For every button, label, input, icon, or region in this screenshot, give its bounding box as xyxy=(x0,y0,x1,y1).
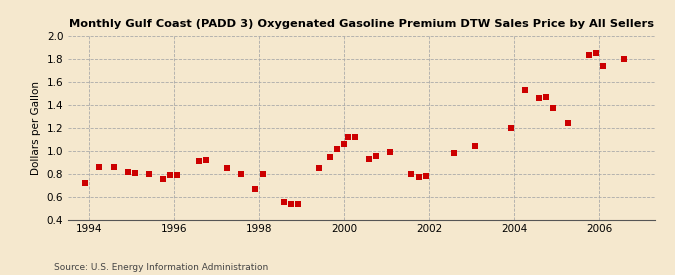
Point xyxy=(562,121,573,125)
Point xyxy=(250,187,261,191)
Point xyxy=(94,165,105,169)
Point xyxy=(130,170,140,175)
Point xyxy=(421,174,431,178)
Point xyxy=(286,202,296,206)
Point xyxy=(339,142,350,146)
Point xyxy=(165,173,176,177)
Point xyxy=(158,176,169,181)
Title: Monthly Gulf Coast (PADD 3) Oxygenated Gasoline Premium DTW Sales Price by All S: Monthly Gulf Coast (PADD 3) Oxygenated G… xyxy=(69,20,653,29)
Point xyxy=(534,96,545,100)
Point xyxy=(325,155,335,159)
Point xyxy=(200,158,211,162)
Text: Source: U.S. Energy Information Administration: Source: U.S. Energy Information Administ… xyxy=(54,263,268,272)
Point xyxy=(172,173,183,177)
Point xyxy=(257,172,268,176)
Point xyxy=(236,172,246,176)
Point xyxy=(364,157,375,161)
Point xyxy=(591,51,601,55)
Point xyxy=(221,166,232,170)
Point xyxy=(293,202,304,206)
Point xyxy=(619,57,630,61)
Point xyxy=(193,159,204,163)
Point xyxy=(449,151,460,155)
Point xyxy=(350,135,360,139)
Point xyxy=(506,126,516,130)
Point xyxy=(520,88,531,92)
Point xyxy=(385,150,396,154)
Point xyxy=(406,172,417,176)
Point xyxy=(108,165,119,169)
Point xyxy=(331,146,342,151)
Point xyxy=(597,64,608,68)
Point xyxy=(371,153,381,158)
Point xyxy=(541,95,551,99)
Point xyxy=(278,199,289,204)
Point xyxy=(342,135,353,139)
Point xyxy=(144,172,155,176)
Point xyxy=(122,169,133,174)
Point xyxy=(80,181,90,185)
Point xyxy=(314,166,325,170)
Y-axis label: Dollars per Gallon: Dollars per Gallon xyxy=(31,81,41,175)
Point xyxy=(470,144,481,148)
Point xyxy=(583,53,594,57)
Point xyxy=(548,106,559,111)
Point xyxy=(413,175,424,180)
